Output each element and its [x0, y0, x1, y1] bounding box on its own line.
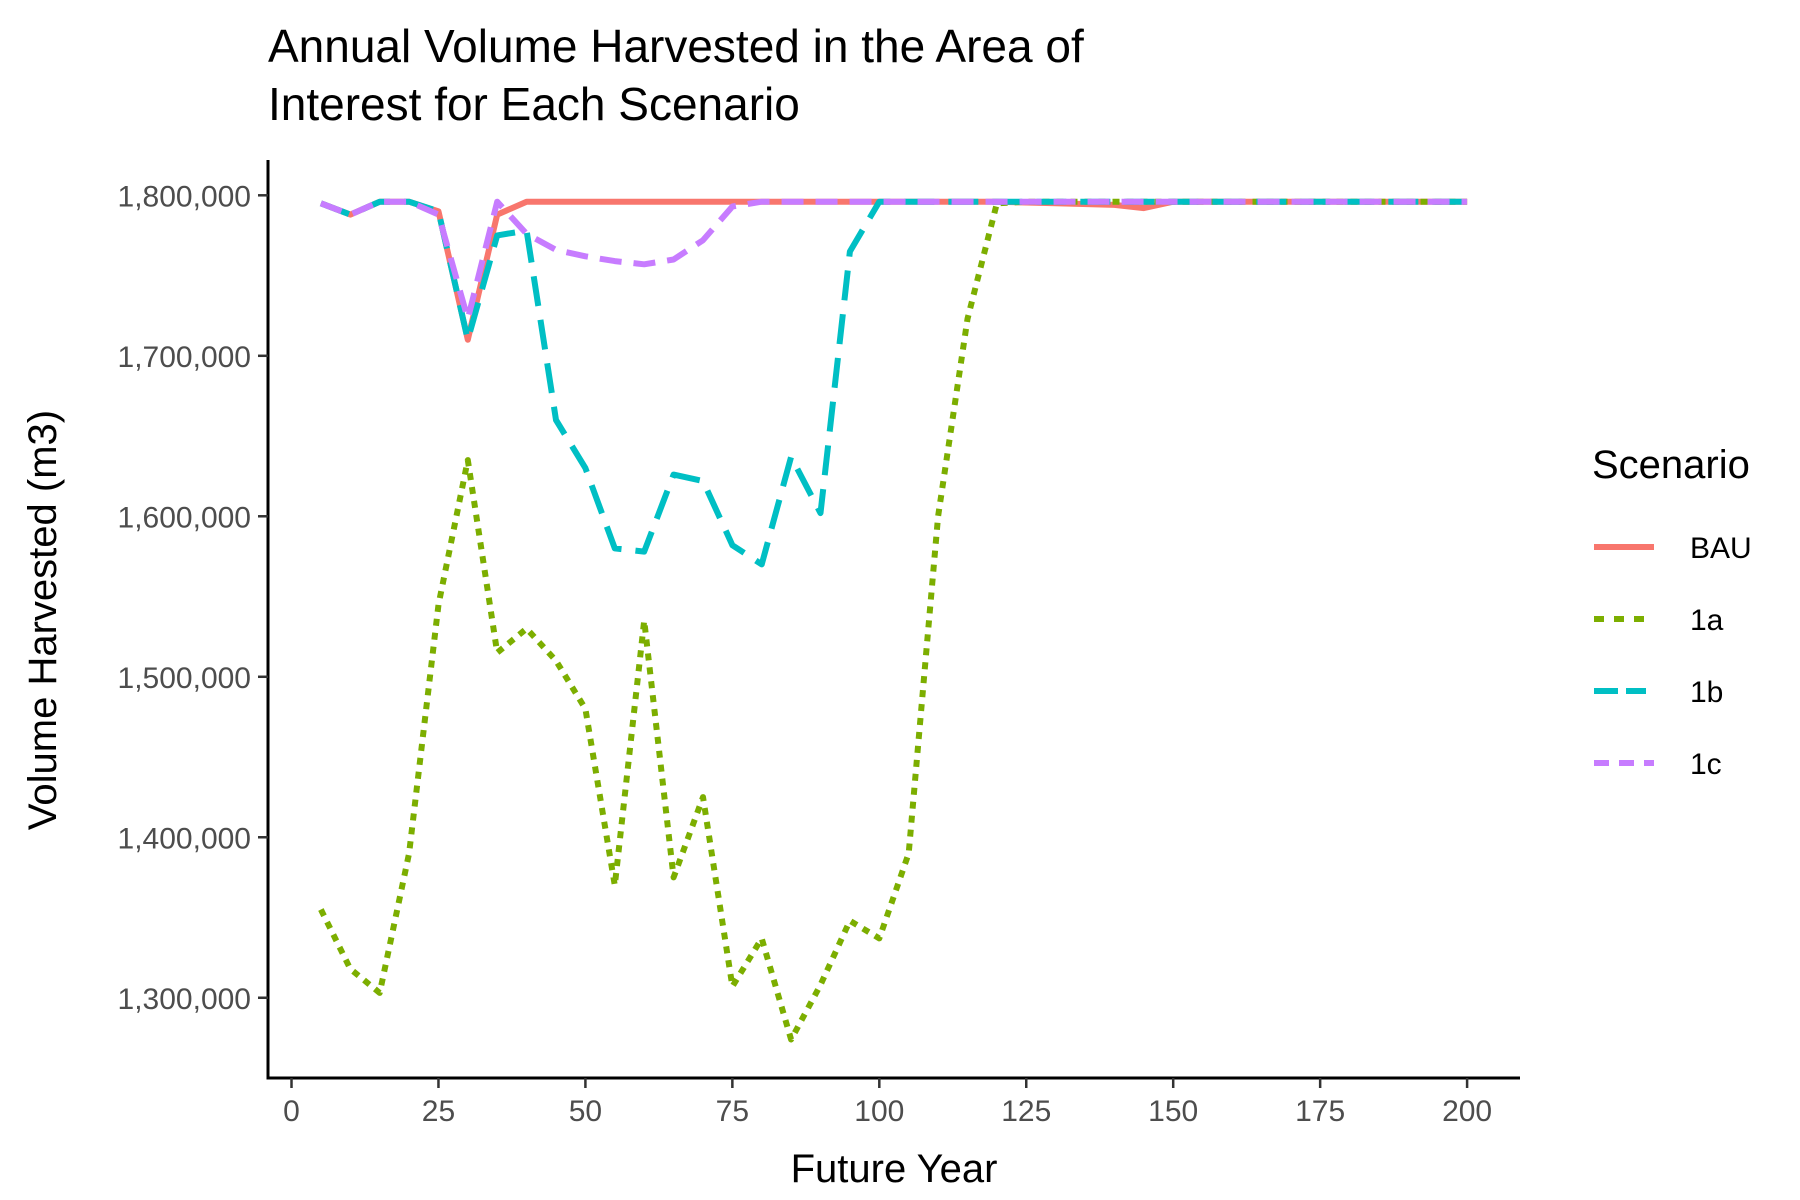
legend-title: Scenario: [1592, 443, 1750, 487]
x-tick-label: 200: [1442, 1095, 1492, 1128]
y-axis-title: Volume Harvested (m3): [21, 410, 65, 830]
x-tick-label: 150: [1148, 1095, 1198, 1128]
series-line-1b: [319, 198, 1468, 568]
x-tick-label: 175: [1295, 1095, 1345, 1128]
chart-title-line-1: Annual Volume Harvested in the Area of: [268, 20, 1084, 72]
series-line-BAU: [319, 198, 1468, 343]
legend-label-1a: 1a: [1690, 604, 1724, 637]
y-tick-label: 1,400,000: [118, 822, 251, 855]
series-line-1c: [319, 198, 1468, 322]
x-tick-label: 100: [854, 1095, 904, 1128]
x-tick-label: 50: [569, 1095, 602, 1128]
y-tick-label: 1,300,000: [118, 983, 251, 1016]
series-line-1a: [318, 198, 1468, 1043]
legend-label-BAU: BAU: [1690, 532, 1752, 565]
plot-lines: [318, 198, 1468, 1043]
legend: Scenario BAU 1a 1b 1c: [1592, 443, 1752, 781]
y-tick-label: 1,800,000: [118, 180, 251, 213]
x-tick-label: 0: [283, 1095, 300, 1128]
x-axis-ticks: 0 25 50 75 100 125 150 175 200: [283, 1078, 1492, 1128]
x-tick-label: 75: [716, 1095, 749, 1128]
x-tick-label: 125: [1001, 1095, 1051, 1128]
legend-label-1b: 1b: [1690, 676, 1723, 709]
chart-title-line-2: Interest for Each Scenario: [268, 78, 800, 130]
y-tick-label: 1,500,000: [118, 662, 251, 695]
y-axis-ticks: 1,300,000 1,400,000 1,500,000 1,600,000 1,70…: [118, 180, 268, 1016]
y-tick-label: 1,700,000: [118, 341, 251, 374]
y-tick-label: 1,600,000: [118, 501, 251, 534]
x-axis-title: Future Year: [791, 1147, 998, 1191]
x-tick-label: 25: [422, 1095, 455, 1128]
legend-label-1c: 1c: [1690, 748, 1722, 781]
